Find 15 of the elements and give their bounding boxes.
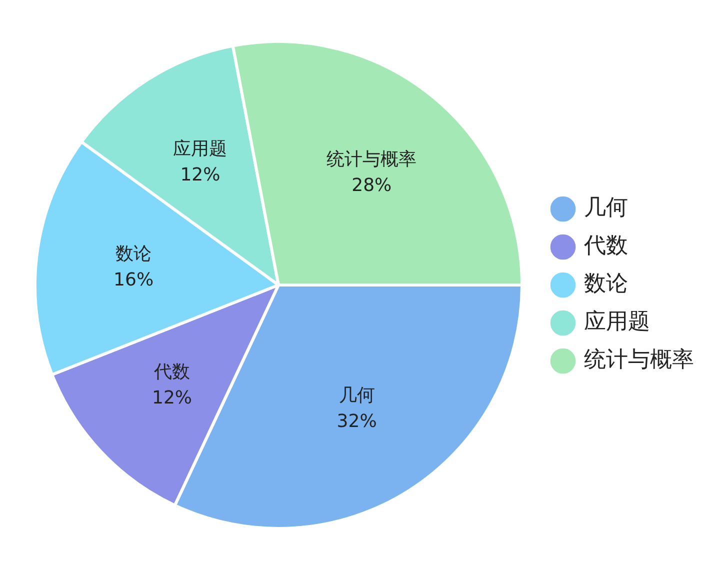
data-label: 32% (336, 411, 377, 432)
legend-label: 统计与概率 (584, 348, 694, 373)
slice-label: 应用题 (173, 138, 228, 160)
data-label: 12% (152, 388, 192, 409)
slice-label: 几何 (338, 385, 375, 406)
data-label: 16% (114, 269, 154, 290)
legend-label: 代数 (583, 234, 628, 259)
legend-label: 应用题 (584, 310, 650, 335)
slice-label: 数论 (116, 243, 152, 264)
data-label: 28% (352, 175, 392, 196)
data-label: 12% (180, 164, 220, 186)
legend-label: 数论 (584, 272, 628, 297)
legend-label: 几何 (584, 196, 628, 221)
slice-label: 统计与概率 (326, 149, 417, 170)
slice-label: 代数 (153, 362, 190, 383)
